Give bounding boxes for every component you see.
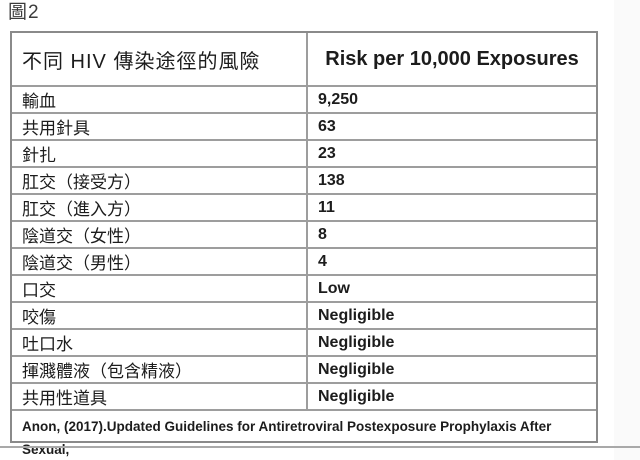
row-label: 肛交（進入方） bbox=[12, 195, 308, 220]
row-label: 口交 bbox=[12, 276, 308, 301]
row-value: Negligible bbox=[318, 306, 395, 324]
table-source-citation: Anon, (2017).Updated Guidelines for Anti… bbox=[12, 409, 596, 460]
table-row: 肛交（進入方） 11 bbox=[12, 193, 596, 220]
table-row: 口交 Low bbox=[12, 274, 596, 301]
header-route-column: 不同 HIV 傳染途徑的風險 bbox=[12, 33, 308, 85]
table-row: 咬傷 Negligible bbox=[12, 301, 596, 328]
row-value: Negligible bbox=[318, 360, 395, 378]
row-value: 23 bbox=[318, 144, 336, 162]
row-label: 吐口水 bbox=[12, 330, 308, 355]
table-row: 共用針具 63 bbox=[12, 112, 596, 139]
figure-label: 圖2 bbox=[8, 2, 40, 23]
row-value: Low bbox=[318, 279, 350, 297]
table-row: 輸血 9,250 bbox=[12, 85, 596, 112]
row-value: 8 bbox=[318, 225, 327, 243]
table-header-row: 不同 HIV 傳染途徑的風險 Risk per 10,000 Exposures bbox=[12, 33, 596, 85]
row-label: 肛交（接受方） bbox=[12, 168, 308, 193]
row-value: 4 bbox=[318, 252, 327, 270]
row-label: 陰道交（男性） bbox=[12, 249, 308, 274]
table-row: 吐口水 Negligible bbox=[12, 328, 596, 355]
row-label: 陰道交（女性） bbox=[12, 222, 308, 247]
table-row: 肛交（接受方） 138 bbox=[12, 166, 596, 193]
row-label: 輸血 bbox=[12, 87, 308, 112]
row-value: Negligible bbox=[318, 387, 395, 405]
row-value: 9,250 bbox=[318, 90, 359, 108]
row-label: 共用針具 bbox=[12, 114, 308, 139]
table-row: 針扎 23 bbox=[12, 139, 596, 166]
row-value: Negligible bbox=[318, 333, 395, 351]
row-label: 共用性道具 bbox=[12, 384, 308, 409]
table-row: 揮濺體液（包含精液） Negligible bbox=[12, 355, 596, 382]
hiv-risk-table: 不同 HIV 傳染途徑的風險 Risk per 10,000 Exposures… bbox=[10, 31, 598, 457]
source-line-1: Anon, (2017).Updated Guidelines for Anti… bbox=[22, 419, 552, 457]
table-row: 陰道交（男性） 4 bbox=[12, 247, 596, 274]
header-risk-column: Risk per 10,000 Exposures bbox=[325, 47, 579, 70]
row-value: 11 bbox=[318, 198, 335, 216]
row-label: 咬傷 bbox=[12, 303, 308, 328]
page-right-margin bbox=[614, 0, 640, 460]
row-label: 揮濺體液（包含精液） bbox=[12, 357, 308, 382]
row-value: 63 bbox=[318, 117, 336, 135]
bottom-divider bbox=[0, 446, 640, 448]
row-label: 針扎 bbox=[12, 141, 308, 166]
table-row: 共用性道具 Negligible bbox=[12, 382, 596, 409]
table-row: 陰道交（女性） 8 bbox=[12, 220, 596, 247]
row-value: 138 bbox=[318, 171, 345, 189]
